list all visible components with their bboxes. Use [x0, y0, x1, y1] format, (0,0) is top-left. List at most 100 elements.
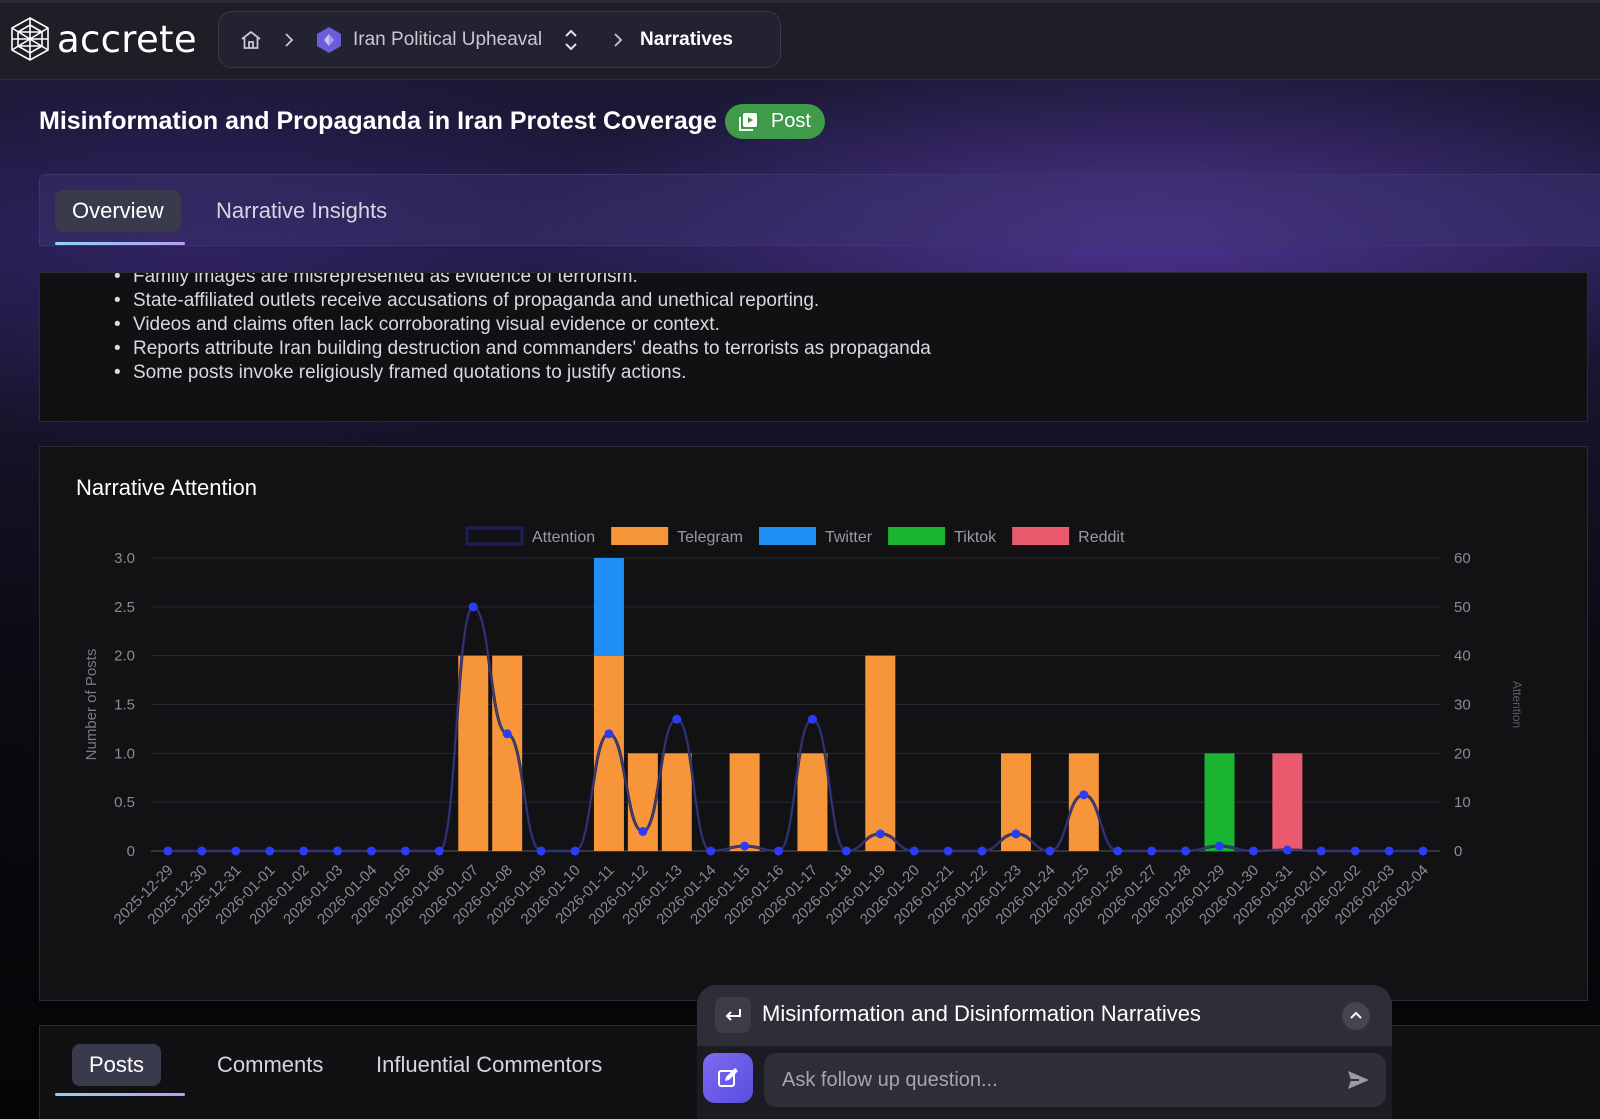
attention-point: [1350, 846, 1360, 856]
tab-comments[interactable]: Comments: [217, 1052, 324, 1077]
attention-point: [807, 714, 817, 724]
y-axis-label: Number of Posts: [83, 649, 100, 761]
attention-point: [875, 829, 885, 839]
edit-icon: [718, 1068, 738, 1087]
attention-line-highlight: [167, 606, 1424, 852]
attention-point: [1418, 846, 1428, 856]
bar-telegram: [627, 753, 658, 851]
send-icon[interactable]: [1345, 1067, 1371, 1093]
ask-follow-up-input[interactable]: [764, 1053, 1386, 1107]
legend-label: Reddit: [1078, 529, 1125, 546]
legend-label: Telegram: [677, 529, 743, 546]
tab-narrative-insights[interactable]: Narrative Insights: [216, 198, 388, 223]
brand-name: accrete: [57, 17, 197, 61]
chevron-up-down-icon[interactable]: [562, 27, 580, 53]
chart-title: Narrative Attention: [76, 475, 257, 500]
post-badge-label: Post: [770, 110, 811, 132]
attention-point: [909, 846, 919, 856]
attention-point: [570, 846, 580, 856]
y2-axis-label: Attention: [1510, 681, 1524, 728]
attention-point: [502, 729, 512, 739]
attention-point: [774, 846, 784, 856]
bar-telegram: [458, 655, 489, 851]
y-tick-label: 3.0: [114, 550, 135, 567]
attention-point: [706, 846, 716, 856]
attention-point: [604, 729, 614, 739]
attention-point: [366, 846, 376, 856]
y-tick-label: 2.0: [114, 648, 135, 665]
attention-point: [943, 846, 953, 856]
attention-point: [1215, 841, 1225, 851]
attention-point: [1248, 846, 1258, 856]
attention-line: [167, 605, 1424, 853]
top-edge: [0, 0, 1600, 3]
attention-point: [333, 846, 343, 856]
attention-point: [536, 846, 546, 856]
attention-point: [299, 846, 309, 856]
attention-point: [197, 846, 207, 856]
top-bar: accrete Iran Political Upheaval Narrativ…: [0, 0, 1600, 80]
breadcrumb-current: Narratives: [640, 28, 733, 50]
brand-logo[interactable]: accrete: [8, 14, 197, 64]
y2-tick-label: 0: [1454, 843, 1462, 860]
tab-active-underline: [55, 1093, 185, 1096]
compose-button[interactable]: [703, 1053, 753, 1103]
y-tick-label: 0: [127, 843, 135, 860]
attention-point: [1113, 846, 1123, 856]
y2-tick-label: 30: [1454, 697, 1471, 714]
attention-point: [1316, 846, 1326, 856]
y2-tick-label: 20: [1454, 745, 1471, 762]
legend-swatch-attention: [465, 526, 524, 546]
breadcrumb: Iran Political Upheaval Narratives: [218, 11, 781, 68]
collapse-button[interactable]: [1342, 1002, 1370, 1030]
bar-telegram: [797, 753, 828, 851]
home-icon[interactable]: [239, 28, 263, 52]
attention-point: [163, 846, 173, 856]
page-title: Misinformation and Propaganda in Iran Pr…: [39, 107, 717, 135]
summary-bullet: Reports attribute Iran building destruct…: [114, 337, 931, 361]
attention-point: [265, 846, 275, 856]
bar-telegram: [661, 753, 692, 851]
tab-active-underline: [55, 242, 185, 245]
tab-posts[interactable]: Posts: [72, 1044, 162, 1086]
page-header: Misinformation and Propaganda in Iran Pr…: [39, 104, 825, 139]
attention-point: [1011, 829, 1021, 839]
breadcrumb-project[interactable]: Iran Political Upheaval: [353, 28, 543, 50]
return-icon: [725, 1009, 741, 1021]
project-icon: [317, 26, 341, 53]
bar-telegram: [865, 655, 896, 851]
y-tick-label: 0.5: [114, 794, 135, 811]
y-tick-label: 1.0: [114, 745, 135, 762]
attention-point: [231, 846, 241, 856]
summary-list: Family images are misrepresented as evid…: [114, 273, 931, 385]
legend-swatch-reddit: [1012, 527, 1070, 545]
tab-overview[interactable]: Overview: [55, 190, 181, 232]
post-icon: [738, 112, 757, 131]
narrative-attention-chart: 0 0.5 1.0 1.5 2.0 2.5 3.0 0 10 20 30 40 50 60 Number o…: [83, 526, 1524, 928]
attention-point: [400, 846, 410, 856]
attention-point: [434, 846, 444, 856]
attention-point: [1181, 846, 1191, 856]
narrative-attention-card: Narrative Attention 0 0.5 1.0 1.5 2.0 2.5 3.0 0…: [39, 446, 1588, 1001]
y2-tick-label: 60: [1454, 550, 1471, 567]
attention-point: [1079, 790, 1089, 800]
tab-influential-commentors[interactable]: Influential Commentors: [376, 1052, 603, 1077]
accrete-logo-icon: [11, 17, 49, 61]
back-button[interactable]: [715, 997, 751, 1033]
attention-point: [638, 826, 648, 836]
chevron-right-icon: [614, 32, 623, 47]
bar-telegram: [729, 753, 760, 851]
chat-header: Misinformation and Disinformation Narrat…: [697, 985, 1392, 1046]
y2-tick-label: 50: [1454, 599, 1471, 616]
y2-tick-label: 10: [1454, 794, 1471, 811]
overview-tabs: Overview Narrative Insights: [39, 174, 1600, 246]
attention-point: [1147, 846, 1157, 856]
chat-title: Misinformation and Disinformation Narrat…: [762, 1001, 1201, 1026]
attention-point: [977, 846, 987, 856]
legend-swatch-twitter: [758, 527, 816, 545]
summary-bullet: Family images are misrepresented as evid…: [114, 273, 931, 289]
attention-point: [1282, 845, 1292, 855]
attention-point: [1045, 846, 1055, 856]
chat-panel: Misinformation and Disinformation Narrat…: [697, 985, 1392, 1119]
summary-bullet: State-affiliated outlets receive accusat…: [114, 289, 931, 313]
